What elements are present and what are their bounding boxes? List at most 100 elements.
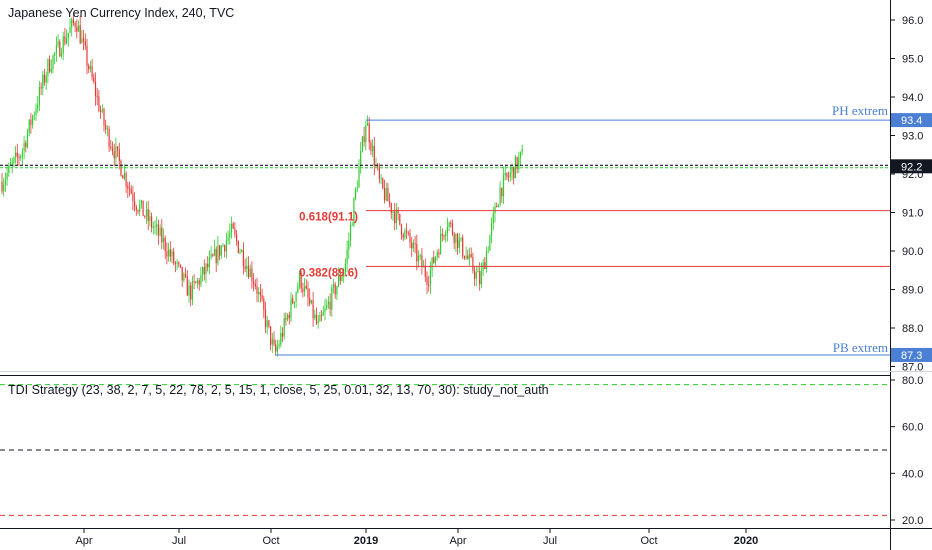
candle-body — [217, 245, 219, 264]
candle-body — [142, 200, 144, 217]
candle-body — [168, 249, 170, 257]
candle-body — [74, 23, 76, 27]
candle-body — [518, 157, 520, 170]
candle-body — [324, 308, 326, 313]
indicator-tick-label: 80.0 — [902, 375, 923, 387]
pb-badge-text: 87.3 — [901, 350, 922, 362]
indicator-tick-label: 40.0 — [902, 468, 923, 480]
candle-body — [480, 270, 482, 285]
candle-body — [173, 251, 175, 264]
candle-body — [256, 286, 258, 294]
time-tick-label: Oct — [262, 535, 279, 547]
indicator-axis: 80.0 60.0 40.0 20.0 — [890, 375, 923, 527]
candle-body — [72, 19, 74, 24]
candle-body — [433, 257, 435, 263]
candle-body — [69, 27, 71, 33]
candle-body — [6, 173, 8, 180]
candle-body — [344, 263, 346, 272]
candle-body — [438, 252, 440, 255]
candle-body — [254, 283, 256, 287]
candle-body — [499, 187, 501, 205]
candle-body — [368, 123, 370, 143]
price-axis: 96.095.094.093.092.091.090.089.088.087.0 — [890, 15, 923, 374]
candle-body — [458, 239, 460, 248]
candle-body — [176, 262, 178, 264]
candle-body — [377, 164, 379, 168]
candle-body — [460, 237, 462, 240]
candle-body — [281, 333, 284, 337]
candle-body — [504, 173, 506, 176]
candle-body — [434, 256, 437, 263]
candle-body — [463, 255, 465, 259]
candle-body — [440, 233, 442, 255]
candle-body — [219, 245, 221, 256]
candle-body — [185, 273, 187, 277]
candle-body — [232, 223, 234, 229]
candle-body — [475, 272, 477, 279]
candle-body — [349, 225, 352, 241]
fib-382-label: 0.382(89.6) — [299, 267, 358, 279]
candle-body — [276, 346, 278, 352]
candle-body — [169, 249, 171, 257]
candle-body — [93, 77, 95, 82]
candle-body — [244, 266, 246, 270]
candle-body — [266, 320, 268, 327]
candle-body — [372, 145, 374, 151]
candle-body — [310, 300, 312, 304]
candle-body — [457, 233, 459, 248]
candle-body — [110, 146, 112, 148]
candle-body — [28, 119, 30, 133]
candle-body — [196, 280, 199, 283]
candle-body — [253, 281, 255, 284]
candle-body — [30, 119, 32, 125]
candle-body — [52, 55, 54, 69]
candle-body — [424, 265, 426, 277]
candle-body — [200, 274, 202, 285]
candle-body — [152, 227, 154, 229]
candle-body — [164, 237, 166, 252]
candle-body — [302, 288, 304, 292]
candle-body — [45, 75, 47, 83]
candle-body — [453, 234, 455, 244]
candle-body — [35, 108, 37, 115]
candle-body — [210, 254, 212, 258]
candle-body — [321, 314, 323, 316]
candle-body — [64, 36, 66, 44]
candle-body — [205, 264, 207, 275]
candle-body — [304, 285, 306, 292]
candle-body — [79, 25, 81, 44]
candle-body — [203, 267, 205, 275]
candle-body — [494, 206, 496, 214]
candle-body — [467, 255, 469, 259]
candle-body — [40, 87, 42, 89]
candle-body — [314, 314, 316, 319]
last-price-badge-text: 92.2 — [901, 161, 922, 173]
candle-body — [8, 165, 10, 174]
candle-body — [416, 244, 418, 262]
candle-body — [96, 96, 98, 98]
candle-body — [139, 204, 141, 212]
price-badges: 93.4 92.2 87.3 — [891, 113, 932, 362]
candle-body — [477, 271, 479, 273]
candle-body — [122, 175, 124, 179]
time-tick-label: 2019 — [354, 535, 378, 547]
price-tick-label: 93.0 — [902, 131, 923, 143]
candle-body — [387, 187, 389, 202]
candle-body — [227, 237, 229, 241]
candle-body — [38, 87, 40, 105]
candle-body — [446, 226, 448, 233]
candle-body — [115, 146, 117, 159]
candle-body — [247, 265, 250, 278]
candle-body — [343, 271, 345, 277]
candle-body — [451, 223, 454, 235]
candle-body — [428, 285, 430, 287]
candle-body — [222, 245, 224, 247]
candle-body — [132, 193, 134, 202]
candle-body — [239, 251, 241, 253]
candle-body — [275, 344, 277, 352]
candle-body — [295, 292, 297, 302]
candle-body — [380, 178, 382, 180]
candle-body — [37, 104, 39, 109]
candle-body — [178, 262, 180, 265]
